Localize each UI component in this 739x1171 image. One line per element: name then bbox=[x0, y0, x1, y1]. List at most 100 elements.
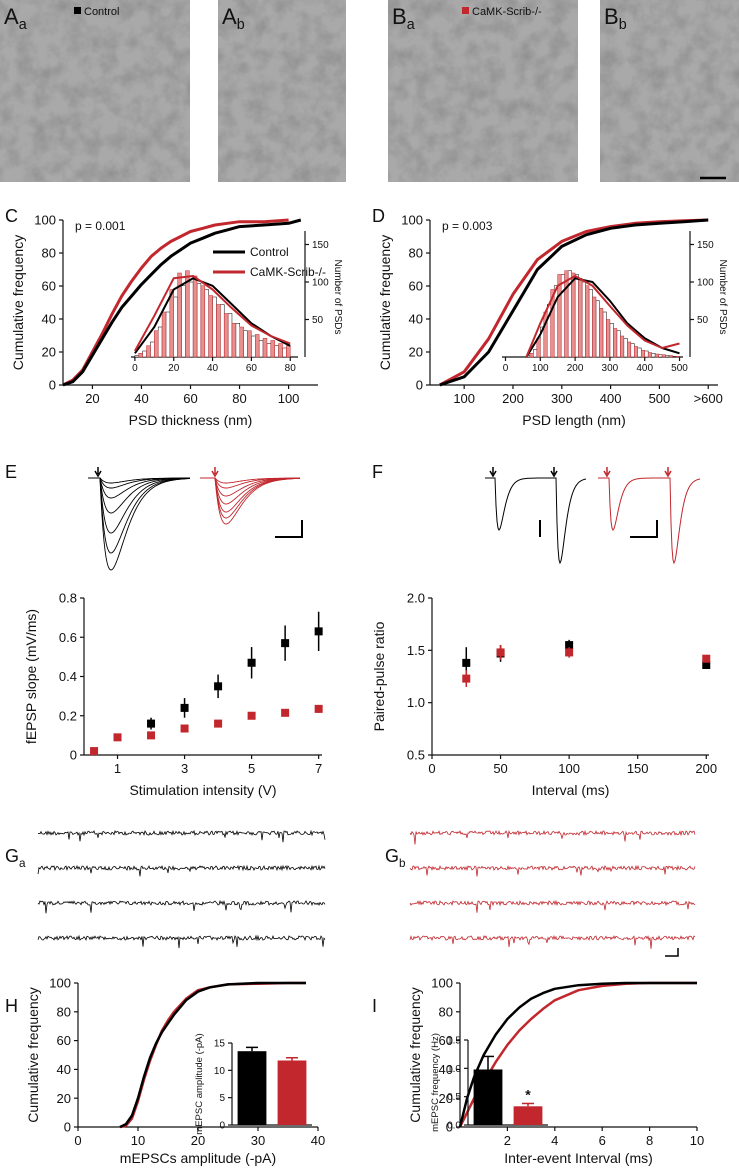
y-tick-label: 20 bbox=[439, 1091, 453, 1106]
histogram-bar bbox=[602, 311, 607, 358]
histogram-bar bbox=[157, 326, 163, 358]
x-tick-label: 40 bbox=[134, 391, 148, 406]
y-tick-label: 0.5 bbox=[407, 748, 425, 763]
x-tick-label: 5 bbox=[248, 761, 255, 776]
y-tick-label: 1.0 bbox=[407, 695, 425, 710]
histogram-bar bbox=[571, 272, 576, 358]
trace bbox=[37, 829, 326, 843]
x-tick-label: 6 bbox=[599, 1133, 606, 1148]
y-tick-label: 150 bbox=[312, 240, 329, 251]
histogram-bar bbox=[216, 304, 221, 358]
histogram-bar bbox=[150, 341, 155, 358]
histogram-bar bbox=[595, 300, 600, 358]
data-point bbox=[702, 654, 711, 663]
x-tick-label: 100 bbox=[278, 391, 300, 406]
histogram-bar bbox=[161, 311, 167, 358]
histogram-bar bbox=[658, 354, 663, 358]
scale-bar bbox=[630, 520, 658, 538]
y-tick-label: 1.0 bbox=[447, 1064, 461, 1075]
x-tick-label: 100 bbox=[532, 363, 549, 374]
image-label: Control bbox=[84, 6, 119, 18]
histogram-bar bbox=[651, 353, 656, 358]
x-tick-label: 400 bbox=[600, 391, 622, 406]
histogram-bar bbox=[665, 355, 670, 358]
histogram-bar bbox=[585, 285, 590, 358]
y-tick-label: 0.2 bbox=[59, 708, 77, 723]
histogram-bar bbox=[262, 338, 268, 358]
y-tick-label: 80 bbox=[409, 246, 423, 261]
x-tick-label: 100 bbox=[453, 391, 475, 406]
panel-label: H bbox=[5, 996, 18, 1016]
histogram-bar bbox=[177, 272, 182, 358]
histogram-bar bbox=[574, 274, 579, 358]
histogram-bar bbox=[557, 274, 562, 358]
panel-letter: E bbox=[5, 462, 17, 482]
histogram-bar bbox=[239, 326, 244, 358]
histogram-bar bbox=[661, 354, 666, 358]
cumulative-line bbox=[62, 218, 289, 387]
histogram-bar bbox=[634, 346, 638, 358]
y-tick-label: 100 bbox=[697, 278, 714, 289]
histogram-bar bbox=[286, 345, 291, 358]
y-tick-label: 100 bbox=[312, 278, 329, 289]
x-tick-label: >600 bbox=[694, 391, 723, 406]
histogram-bar bbox=[533, 349, 538, 358]
data-point bbox=[314, 704, 323, 713]
histogram-bar bbox=[146, 345, 151, 358]
y-tick-label: 150 bbox=[697, 240, 714, 251]
scale-bar bbox=[665, 948, 679, 957]
y-axis-label: fEPSP slope (mV/ms) bbox=[23, 609, 39, 744]
y-tick-label: 80 bbox=[42, 246, 56, 261]
y-tick-label: 1.5 bbox=[407, 643, 425, 658]
stimulus-arrow bbox=[94, 467, 102, 478]
histogram-bar bbox=[251, 335, 256, 358]
histogram-bar bbox=[247, 330, 252, 358]
panel-label: F bbox=[372, 462, 383, 482]
x-axis-label: PSD thickness (nm) bbox=[129, 412, 253, 428]
em-texture bbox=[388, 0, 578, 182]
panel-label: Aa bbox=[4, 4, 27, 33]
y-tick-label: 1.5 bbox=[447, 1036, 461, 1047]
trace bbox=[409, 864, 696, 877]
histogram-bar bbox=[616, 330, 621, 358]
histogram-bar bbox=[255, 334, 260, 358]
y-tick-label: 0.8 bbox=[59, 591, 77, 606]
trace bbox=[37, 864, 326, 877]
x-tick-label: 60 bbox=[246, 363, 258, 374]
y-tick-label: 15 bbox=[214, 1039, 226, 1050]
fit-curve bbox=[134, 275, 291, 352]
stimulus-arrow bbox=[664, 467, 672, 478]
cumulative-line bbox=[119, 981, 306, 1129]
y-tick-label: 60 bbox=[57, 1033, 71, 1048]
stimulus-arrow bbox=[603, 467, 611, 478]
x-tick-label: 10 bbox=[690, 1133, 704, 1148]
trace bbox=[88, 477, 190, 571]
y-axis-label: mEPSC amplitude (-pA) bbox=[194, 1033, 205, 1134]
histogram-bar bbox=[258, 340, 264, 358]
histogram-bar bbox=[630, 343, 635, 358]
bar bbox=[513, 1106, 543, 1125]
y-axis-label: mEPSC frequency (Hz) bbox=[430, 1033, 441, 1132]
y-tick-label: 40 bbox=[42, 312, 56, 327]
histogram-bar bbox=[613, 328, 618, 358]
y-axis-label: Cumulative frequency bbox=[25, 987, 41, 1122]
x-tick-label: 4 bbox=[551, 1133, 558, 1148]
significance: * bbox=[525, 1086, 531, 1102]
legend-label: CaMK-Scrib-/- bbox=[250, 265, 326, 279]
x-tick-label: 150 bbox=[627, 761, 649, 776]
x-tick-label: 80 bbox=[232, 391, 246, 406]
x-axis-label: mEPSCs amplitude (-pA) bbox=[120, 1150, 276, 1166]
trace bbox=[598, 477, 701, 565]
x-tick-label: 300 bbox=[602, 363, 619, 374]
x-tick-label: 30 bbox=[251, 1133, 265, 1148]
data-point bbox=[314, 627, 323, 636]
x-tick-label: 0 bbox=[503, 363, 509, 374]
histogram-bar bbox=[142, 350, 147, 358]
x-axis-label: Stimulation intensity (V) bbox=[129, 782, 276, 798]
cumulative-line bbox=[439, 218, 709, 387]
histogram-bar bbox=[266, 343, 272, 358]
panel-subscript: a bbox=[407, 17, 415, 33]
histogram-bar bbox=[169, 289, 174, 358]
trace bbox=[88, 477, 190, 514]
panel-label: Ba bbox=[392, 4, 415, 33]
